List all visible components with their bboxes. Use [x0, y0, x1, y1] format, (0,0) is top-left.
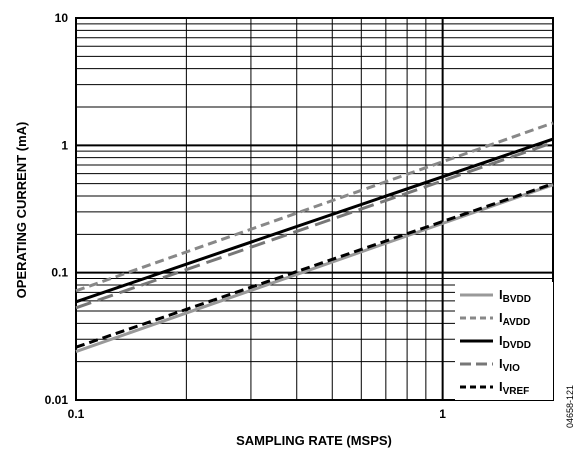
- x-tick-label: 1: [439, 407, 446, 421]
- legend-label-vio: IVIO: [499, 356, 520, 374]
- series-line-vref: [75, 182, 554, 349]
- legend-label-dvdd: IDVDD: [499, 333, 531, 351]
- legend-label-avdd: IAVDD: [499, 310, 530, 328]
- x-axis-label: SAMPLING RATE (MSPS): [236, 433, 392, 448]
- legend-label-bvdd: IBVDD: [499, 287, 531, 305]
- series-line-avdd: [75, 121, 554, 293]
- plot-frame: [75, 17, 554, 401]
- y-tick-label: 0.01: [45, 393, 69, 407]
- legend-label-vref: IVREF: [499, 379, 529, 397]
- legend: IBVDD IAVDD IDVDD IVIO IVREF: [455, 282, 553, 400]
- y-axis-label: OPERATING CURRENT (mA): [14, 122, 29, 299]
- y-tick-label: 0.1: [51, 266, 68, 280]
- figure-code: 04658-121: [565, 385, 575, 428]
- series-line-dvdd: [75, 137, 554, 304]
- y-tick-label: 1: [61, 138, 68, 152]
- y-tick-label: 10: [55, 11, 69, 25]
- series-lines: [75, 121, 554, 354]
- series-line-bvdd: [75, 183, 554, 354]
- x-tick-label: 0.1: [68, 407, 85, 421]
- series-line-vio: [75, 141, 554, 310]
